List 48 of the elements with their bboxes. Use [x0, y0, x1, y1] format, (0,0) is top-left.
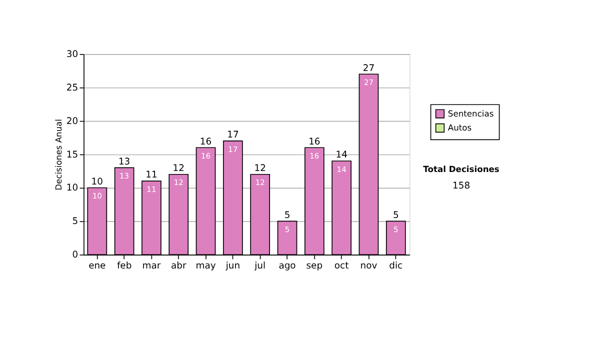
- y-tick-label: 5: [72, 216, 78, 228]
- x-tick-label: sep: [306, 260, 323, 272]
- data-label: 17: [228, 144, 238, 154]
- total-label: 27: [362, 62, 375, 74]
- x-tick-label: ago: [278, 260, 296, 272]
- x-tick-label: abr: [170, 260, 186, 272]
- data-label: 27: [364, 78, 374, 87]
- x-tick-label: oct: [334, 260, 350, 272]
- data-label: 13: [120, 172, 130, 181]
- total-label: 12: [172, 163, 184, 174]
- y-tick-label: 20: [66, 116, 78, 127]
- y-tick-label: 15: [66, 149, 78, 160]
- y-tick-label: 25: [66, 82, 78, 94]
- x-tick-label: jun: [224, 260, 240, 272]
- x-tick-label: ene: [88, 260, 106, 272]
- data-label: 10: [92, 192, 102, 201]
- data-label: 16: [200, 152, 211, 161]
- total-label: 10: [91, 176, 104, 188]
- y-tick-label: 0: [72, 250, 78, 261]
- data-label: 14: [336, 164, 347, 174]
- x-tick-label: nov: [360, 260, 378, 272]
- total-label: 16: [308, 136, 320, 148]
- y-axis-title: Decisiones Anual: [53, 119, 64, 190]
- text: Total Decisiones: [423, 164, 500, 174]
- x-tick-label: may: [196, 260, 216, 272]
- total-label: 5: [284, 210, 290, 221]
- total-label: 17: [227, 130, 239, 141]
- x-tick-label: dic: [389, 260, 403, 272]
- y-tick-label: 30: [66, 48, 78, 60]
- total-label: 5: [392, 210, 399, 221]
- data-label: 16: [310, 152, 320, 161]
- total-label: 13: [118, 156, 130, 168]
- total-label: 12: [254, 163, 266, 174]
- total-label: 14: [336, 150, 348, 161]
- text: 158: [452, 180, 470, 192]
- total-label: 11: [146, 170, 158, 181]
- legend-label: Autos: [448, 122, 472, 133]
- data-label: 11: [146, 184, 156, 194]
- data-label: 12: [174, 178, 184, 188]
- x-tick-label: feb: [116, 260, 132, 272]
- legend-label: Sentencias: [448, 108, 494, 118]
- data-label: 12: [255, 178, 266, 188]
- x-tick-label: jul: [254, 260, 266, 272]
- x-tick-label: mar: [142, 260, 161, 272]
- y-tick-label: 10: [66, 182, 78, 194]
- data-label: 5: [284, 225, 290, 234]
- total-label: 16: [200, 136, 212, 148]
- data-label: 5: [393, 225, 398, 234]
